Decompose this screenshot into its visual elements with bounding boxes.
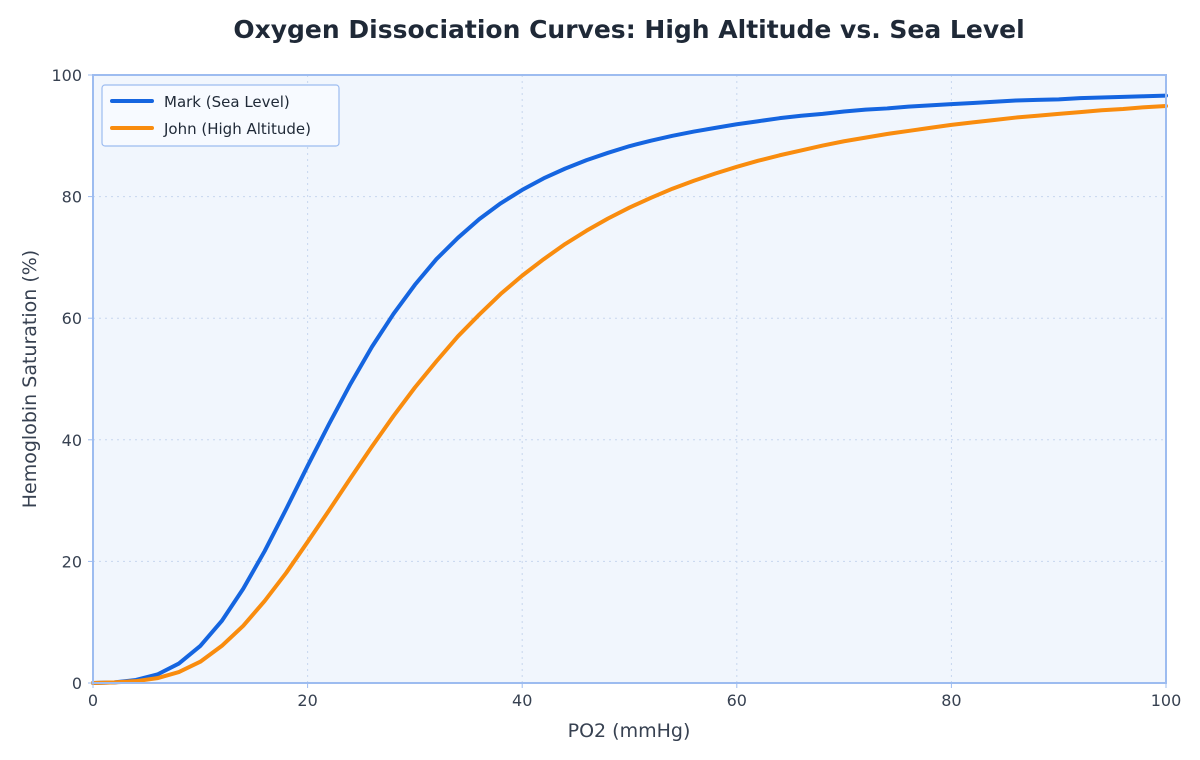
x-axis-ticks: 0 20 40 60 80 100	[88, 683, 1181, 710]
plot-area	[93, 75, 1166, 683]
legend: Mark (Sea Level) John (High Altitude)	[101, 84, 340, 147]
series-line-1	[91, 104, 1168, 685]
y-tick-label: 100	[51, 66, 82, 85]
x-tick-label: 0	[88, 691, 98, 710]
series-lines	[91, 93, 1168, 685]
legend-box	[101, 84, 340, 147]
legend-label-mark: Mark (Sea Level)	[164, 93, 290, 111]
x-axis-label: PO2 (mmHg)	[568, 720, 691, 742]
chart-title: Oxygen Dissociation Curves: High Altitud…	[233, 15, 1024, 44]
y-tick-label: 40	[62, 431, 82, 450]
x-tick-label: 80	[941, 691, 961, 710]
grid	[93, 75, 1166, 683]
y-axis-label: Hemoglobin Saturation (%)	[19, 250, 41, 508]
x-tick-label: 100	[1151, 691, 1182, 710]
series-line-0	[91, 93, 1168, 685]
y-tick-label: 20	[62, 552, 82, 571]
y-tick-label: 60	[62, 309, 82, 328]
plot-frame	[92, 74, 1167, 684]
y-tick-label: 80	[62, 188, 82, 207]
y-tick-label: 0	[72, 674, 82, 693]
legend-label-john: John (High Altitude)	[163, 120, 311, 138]
x-tick-label: 40	[512, 691, 532, 710]
x-tick-label: 20	[297, 691, 317, 710]
y-axis-ticks: 0 20 40 60 80 100	[51, 66, 93, 693]
x-tick-label: 60	[727, 691, 747, 710]
